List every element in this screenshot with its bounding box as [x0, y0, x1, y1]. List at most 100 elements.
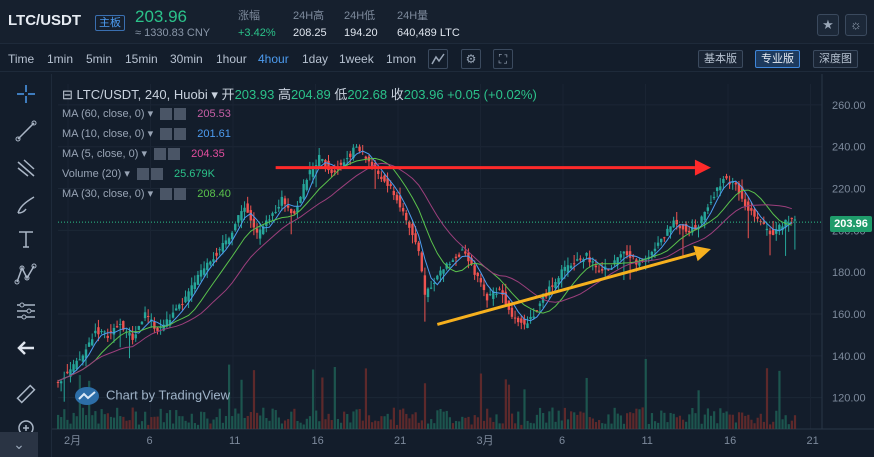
volume-bar [364, 368, 368, 429]
stat-label: 24H高 [293, 10, 325, 22]
volume-bar [489, 417, 492, 429]
candlestick-chart[interactable]: 120.00140.00160.00180.00200.00220.00240.… [52, 74, 874, 457]
candle-body [252, 218, 256, 228]
indicator-icon[interactable] [428, 49, 448, 69]
tradingview-watermark[interactable]: Chart by TradingView [74, 386, 230, 406]
volume-bar [315, 410, 318, 429]
interval-1week[interactable]: 1week [339, 52, 374, 66]
candle-body [600, 269, 604, 271]
candle-body [684, 224, 688, 232]
volume-bar [566, 419, 570, 429]
indicator-ma30[interactable]: MA (30, close, 0) ▾ 208.40 [62, 188, 231, 201]
interval-time[interactable]: Time [8, 52, 35, 66]
back-arrow-icon[interactable] [14, 336, 38, 360]
version-pro[interactable]: 专业版 [755, 50, 800, 68]
candle-body [280, 196, 284, 206]
pattern-icon[interactable] [14, 262, 38, 286]
chevron-down-icon[interactable]: ⌄ [0, 432, 38, 457]
candle-body [597, 270, 601, 272]
indicator-settings-icon[interactable] [160, 188, 190, 201]
brush-icon[interactable] [14, 193, 38, 217]
volume-bar [722, 412, 725, 429]
stat-value: 208.25 [293, 27, 327, 39]
indicator-ma10[interactable]: MA (10, close, 0) ▾ 201.61 [62, 128, 231, 141]
interval-1hour[interactable]: 1hour [216, 52, 247, 66]
volume-bar [321, 377, 324, 429]
volume-bar [784, 415, 787, 429]
volume-bar [420, 420, 423, 429]
indicator-ma60[interactable]: MA (60, close, 0) ▾ 205.53 [62, 108, 231, 121]
volume-bar [641, 407, 644, 429]
volume-bar [697, 390, 700, 429]
volume-bar [349, 422, 352, 429]
indicator-settings-icon[interactable] [160, 128, 190, 141]
interval-30min[interactable]: 30min [170, 52, 203, 66]
volume-bar [653, 421, 657, 429]
indicator-settings-icon[interactable] [160, 108, 190, 121]
volume-bar [392, 407, 395, 429]
version-depth[interactable]: 深度图 [813, 50, 858, 68]
text-icon[interactable] [14, 227, 38, 251]
indicator-settings-icon[interactable] [154, 148, 184, 161]
volume-bar [638, 409, 641, 429]
volume-bar [454, 420, 458, 429]
ruler-icon[interactable] [14, 382, 38, 406]
trend-line-icon[interactable] [14, 119, 38, 143]
candle-body [516, 317, 520, 323]
volume-bar [268, 420, 271, 429]
volume-bar [290, 411, 293, 429]
volume-bar [386, 413, 389, 429]
volume-bar [728, 414, 731, 429]
legend-collapse-icon[interactable]: ⊟ [62, 87, 73, 102]
indicator-ma5[interactable]: MA (5, close, 0) ▾ 204.35 [62, 148, 225, 161]
volume-bar [399, 409, 402, 429]
volume-bar [159, 408, 162, 429]
volume-bar [389, 419, 392, 429]
indicator-value: 25.679K [174, 168, 215, 180]
stat-high: 24H高 208.25 [293, 9, 327, 41]
candle-body [429, 287, 433, 289]
candle-body [712, 196, 716, 199]
volume-bar [498, 423, 501, 429]
volume-bar [240, 379, 243, 429]
candle-body [641, 260, 644, 262]
candle-body [355, 146, 358, 148]
star-icon[interactable]: ★ [817, 14, 839, 36]
settings-icon[interactable]: ⚙ [461, 49, 481, 69]
crosshair-icon[interactable] [14, 82, 38, 106]
interval-5min[interactable]: 5min [86, 52, 113, 66]
candle-body [464, 251, 467, 254]
candle-body [479, 278, 483, 283]
version-basic[interactable]: 基本版 [698, 50, 743, 68]
interval-4hour[interactable]: 4hour [258, 52, 289, 66]
interval-1mon[interactable]: 1mon [386, 52, 417, 66]
interval-1day[interactable]: 1day [302, 52, 329, 66]
sun-icon[interactable]: ☼ [845, 14, 867, 36]
interval-15min[interactable]: 15min [125, 52, 158, 66]
volume-bar [551, 407, 554, 429]
candle-body [349, 153, 352, 158]
volume-bar [81, 407, 85, 429]
volume-bar [576, 414, 579, 429]
candle-body [258, 229, 262, 239]
candle-body [703, 211, 706, 221]
legend-symbol[interactable]: LTC/USDT, 240, Huobi [76, 87, 208, 102]
candle-body [548, 286, 551, 296]
interval-1min[interactable]: 1min [47, 52, 74, 66]
candle-body [317, 154, 321, 167]
indicator-volume[interactable]: Volume (20) ▾ 25.679K [62, 168, 215, 181]
candle-body [227, 238, 231, 245]
measure-icon[interactable] [14, 299, 38, 323]
volume-bar [66, 419, 69, 429]
price-chart[interactable]: 120.00140.00160.00180.00200.00220.00240.… [52, 74, 874, 457]
volume-bar [361, 420, 364, 429]
cny-price: ≈ 1330.83 CNY [135, 27, 211, 39]
stat-value: 194.20 [344, 27, 378, 39]
candle-body [501, 290, 504, 295]
fib-icon[interactable] [14, 156, 38, 180]
candle-body [467, 252, 470, 262]
candle-body [314, 165, 318, 167]
indicator-settings-icon[interactable] [136, 168, 167, 181]
fullscreen-icon[interactable]: ⛶ [493, 49, 513, 69]
candle-body [554, 282, 557, 289]
